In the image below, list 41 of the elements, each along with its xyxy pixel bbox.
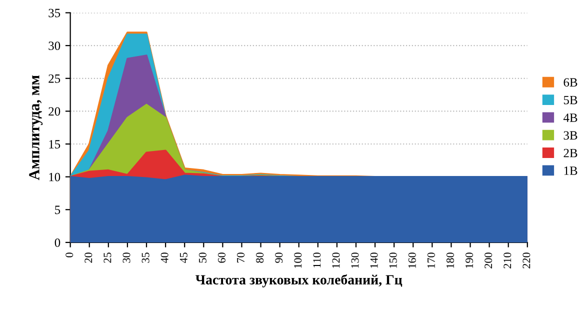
legend-label: 4B [563, 114, 578, 122]
x-tick-label: 35 [142, 252, 150, 263]
y-tick-label: 15 [49, 140, 60, 148]
y-axis-title: Амплитуда, мм [29, 75, 43, 180]
legend-label: 6B [564, 78, 578, 87]
x-tick-label: 60 [218, 252, 226, 263]
y-tick-label: 5 [55, 206, 60, 214]
x-tick-label: 20 [84, 252, 92, 263]
x-tick-label: 80 [256, 252, 264, 263]
x-tick-label: 50 [198, 252, 206, 263]
x-tick-label: 200 [484, 252, 492, 268]
x-tick-label: 190 [466, 252, 474, 268]
legend-label: 1B [564, 166, 578, 175]
x-tick-label: 120 [332, 252, 340, 268]
x-tick-label: 140 [370, 252, 378, 268]
x-tick-label: 0 [66, 252, 74, 258]
x-tick-label: 70 [237, 252, 245, 263]
y-tick-label: 25 [48, 74, 60, 83]
x-tick-label: 130 [351, 252, 359, 268]
x-tick-label: 160 [408, 252, 416, 268]
x-tick-label: 220 [522, 252, 530, 268]
y-tick-label: 35 [48, 8, 60, 18]
x-tick-label: 90 [275, 252, 283, 263]
x-axis-title: Частота звуковых колебаний, Гц [196, 274, 402, 288]
x-tick-label: 110 [313, 252, 321, 268]
x-tick-label: 170 [427, 252, 435, 268]
x-tick-label: 210 [504, 252, 512, 268]
x-tick-label: 180 [446, 252, 454, 268]
legend-label: 2B [564, 148, 578, 158]
x-tick-label: 30 [122, 252, 130, 263]
y-tick-label: 30 [48, 42, 60, 50]
x-tick-label: 45 [180, 252, 188, 264]
y-tick-label: 10 [49, 172, 60, 182]
y-tick-label: 20 [48, 107, 60, 116]
y-tick-label: 0 [54, 238, 60, 247]
x-tick-label: 40 [160, 252, 168, 264]
legend-label: 5B [564, 96, 578, 104]
x-tick-label: 150 [389, 252, 397, 268]
legend-label: 3B [564, 131, 578, 140]
x-tick-label: 100 [294, 252, 302, 268]
x-tick-label: 25 [104, 252, 112, 263]
